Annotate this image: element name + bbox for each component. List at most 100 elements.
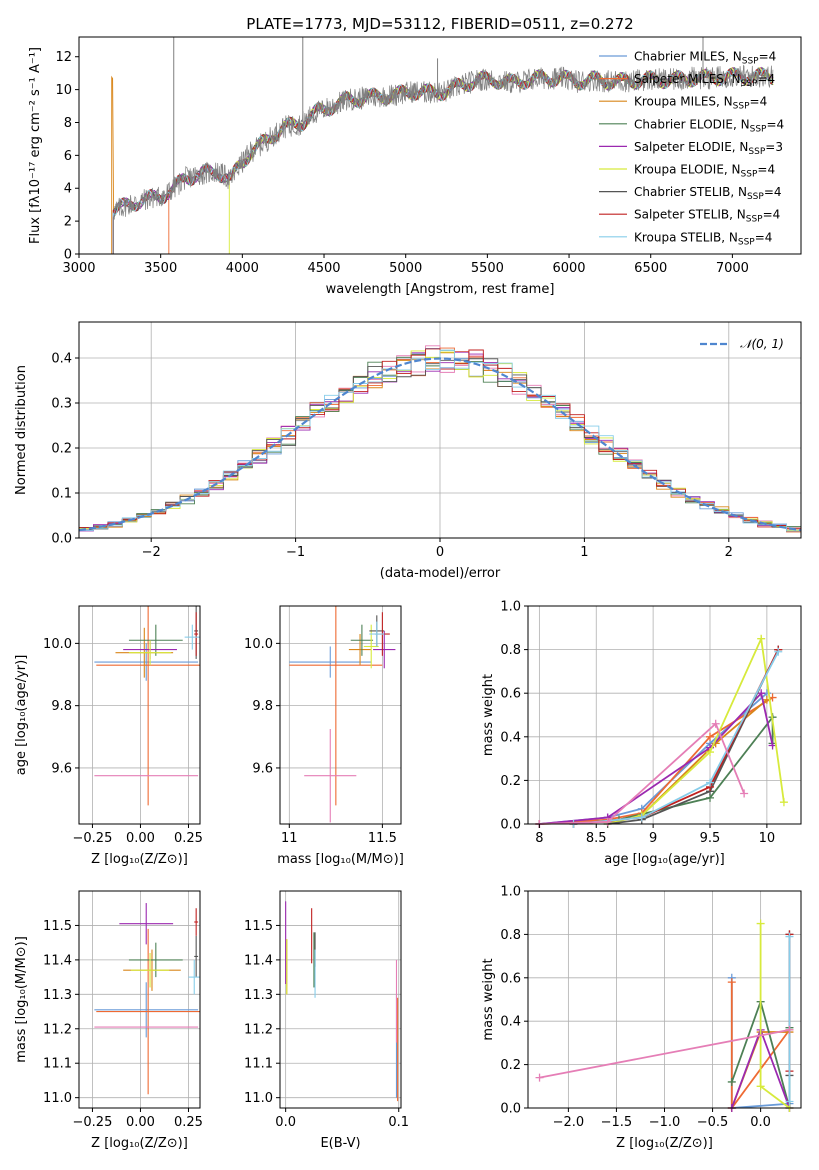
errorbar-point	[94, 982, 199, 1038]
errorbar-point	[373, 630, 396, 669]
x-tick-label: 8	[535, 831, 543, 846]
weight-series-3	[573, 714, 774, 825]
weight-marker	[637, 813, 646, 822]
x-tick-label: 11.5	[368, 831, 397, 846]
y-tick-label: 11.5	[43, 919, 72, 934]
x-tick-label: 0.0	[750, 1115, 771, 1130]
y-tick-label: 0.2	[51, 442, 72, 457]
y-tick-label: 0.2	[500, 774, 521, 789]
weight-marker	[535, 1073, 544, 1082]
errorbar-point	[304, 729, 357, 823]
frame-age-vs-mass: 11 11.5 9.6 9.8 10.0 mass [log₁₀(M/M⊙)]	[244, 605, 404, 867]
y-tick-label: 1.0	[500, 600, 521, 615]
errorbar-point	[96, 928, 200, 1095]
y-tick-label: 9.6	[51, 761, 72, 776]
y-tick-label: 0	[64, 248, 72, 263]
frame-residual-histogram: −2 −1 0 1 2 0.0 0.1 0.2 0.3 0.4 (data-model)/error…	[14, 321, 802, 581]
y-tick-label: 11.4	[244, 953, 273, 968]
errorbar-point	[348, 634, 372, 666]
errorbar-point	[350, 624, 374, 656]
y-tick-label: 9.8	[252, 699, 273, 714]
weight-series-9	[539, 1029, 790, 1079]
x-tick-label: 0.00	[126, 831, 155, 846]
x-axis-label: wavelength [Angstrom, rest frame]	[326, 282, 555, 297]
x-tick-label: −0.5	[697, 1115, 729, 1130]
y-tick-label: 0.3	[51, 397, 72, 412]
x-tick-label: 5500	[471, 261, 504, 276]
plot-frame	[78, 890, 201, 1109]
y-tick-label: 0.8	[500, 928, 521, 943]
y-tick-label: 0.1	[51, 487, 72, 502]
y-tick-label: 2	[64, 215, 72, 230]
x-tick-label: 2	[725, 545, 733, 560]
errorbars-age-vs-mass	[289, 606, 396, 823]
errorbar-point	[128, 640, 172, 666]
errorbars-age-vs-Z	[94, 606, 200, 806]
plot-frame	[279, 890, 402, 1109]
errorbar-point	[289, 646, 372, 678]
weight-marker	[785, 1025, 794, 1034]
weight-marker	[727, 978, 736, 987]
x-tick-label: −1.0	[649, 1115, 681, 1130]
errorbar-point	[369, 621, 385, 647]
errorbar-point	[119, 903, 174, 945]
y-tick-label: 6	[64, 149, 72, 164]
errorbar-point	[128, 624, 183, 656]
y-tick-label: 10.0	[43, 637, 72, 652]
legend-entry: Chabrier STELIB, NSSP=4	[634, 185, 782, 202]
errorbar-point	[194, 908, 199, 936]
weight-marker	[785, 932, 794, 941]
x-tick-label: 9	[649, 831, 657, 846]
x-tick-label: 4000	[226, 261, 259, 276]
y-tick-label: 12	[55, 50, 72, 65]
frame-spectrum: 3000 3500 4000 4500 5000 5500 6000 6500 7000 0 2 4 6…	[28, 15, 802, 297]
weight-marker	[756, 919, 765, 928]
frame-age-vs-Z: −0.25 0.00 0.25 9.6 9.8 10.0 Z [log₁₀(Z/Z⊙)] ag…	[14, 605, 203, 867]
x-tick-label: −0.25	[73, 1115, 113, 1130]
y-tick-label: 0.4	[500, 1015, 521, 1030]
x-tick-label: 4500	[307, 261, 340, 276]
y-axis-label: mass weight	[481, 958, 496, 1040]
y-tick-label: 9.8	[51, 699, 72, 714]
x-axis-label: E(B-V)	[320, 1136, 360, 1151]
axes-age-vs-Z	[79, 606, 200, 824]
x-axis-label: mass [log₁₀(M/M⊙)]	[277, 852, 404, 867]
errorbar-point	[188, 959, 200, 995]
x-tick-label: 10	[759, 831, 776, 846]
x-tick-label: 6500	[634, 261, 667, 276]
y-tick-label: 11.2	[244, 1022, 273, 1037]
legend-entry: Kroupa ELODIE, NSSP=4	[634, 163, 775, 180]
x-axis-label: age [log₁₀(age/yr)]	[604, 852, 725, 867]
plot-frame	[527, 605, 802, 825]
legend-entry: 𝒩(0, 1)	[740, 337, 784, 351]
weights-weight-vs-age	[535, 634, 788, 828]
plot-frame	[279, 605, 402, 825]
y-tick-label: 4	[64, 182, 72, 197]
legend-entry: Salpeter MILES, NSSP=4	[634, 72, 775, 89]
weight-marker	[706, 748, 714, 757]
weight-marker	[779, 798, 788, 807]
x-tick-label: 7000	[716, 261, 749, 276]
x-tick-label: 11	[281, 831, 298, 846]
x-tick-label: 0.25	[174, 831, 203, 846]
y-tick-label: 0.6	[500, 971, 521, 986]
errorbar-point	[94, 643, 199, 681]
legend-entry: Chabrier MILES, NSSP=4	[634, 50, 776, 67]
x-tick-label: 0.1	[388, 1115, 409, 1130]
y-tick-label: 11.3	[244, 988, 273, 1003]
y-tick-label: 0.4	[500, 730, 521, 745]
x-axis-label: Z [log₁₀(Z/Z⊙)]	[91, 852, 188, 867]
weight-marker	[727, 1077, 736, 1086]
y-tick-label: 11.2	[43, 1022, 72, 1037]
weight-marker	[785, 1097, 794, 1106]
x-tick-label: 5000	[389, 261, 422, 276]
x-tick-label: 9.5	[700, 831, 721, 846]
frame-weight-vs-age: 8 8.5 9 9.5 10 0.0 0.2 0.4 0.6 0.8 1.0 age [log₁₀(a…	[481, 600, 802, 867]
errorbar-point	[289, 606, 383, 806]
frame-mass-vs-Z: −0.25 0.00 0.25 11.0 11.1 11.2 11.3 11.4 11.5 Z […	[14, 890, 203, 1151]
legend-entry: Chabrier ELODIE, NSSP=4	[634, 117, 784, 134]
plot-frame	[78, 36, 802, 255]
errorbar-point	[194, 612, 199, 656]
frame-mass-vs-EBV: 0.0 0.1 11.0 11.1 11.2 11.3 11.4 11.5 E(B-V)	[244, 890, 409, 1151]
